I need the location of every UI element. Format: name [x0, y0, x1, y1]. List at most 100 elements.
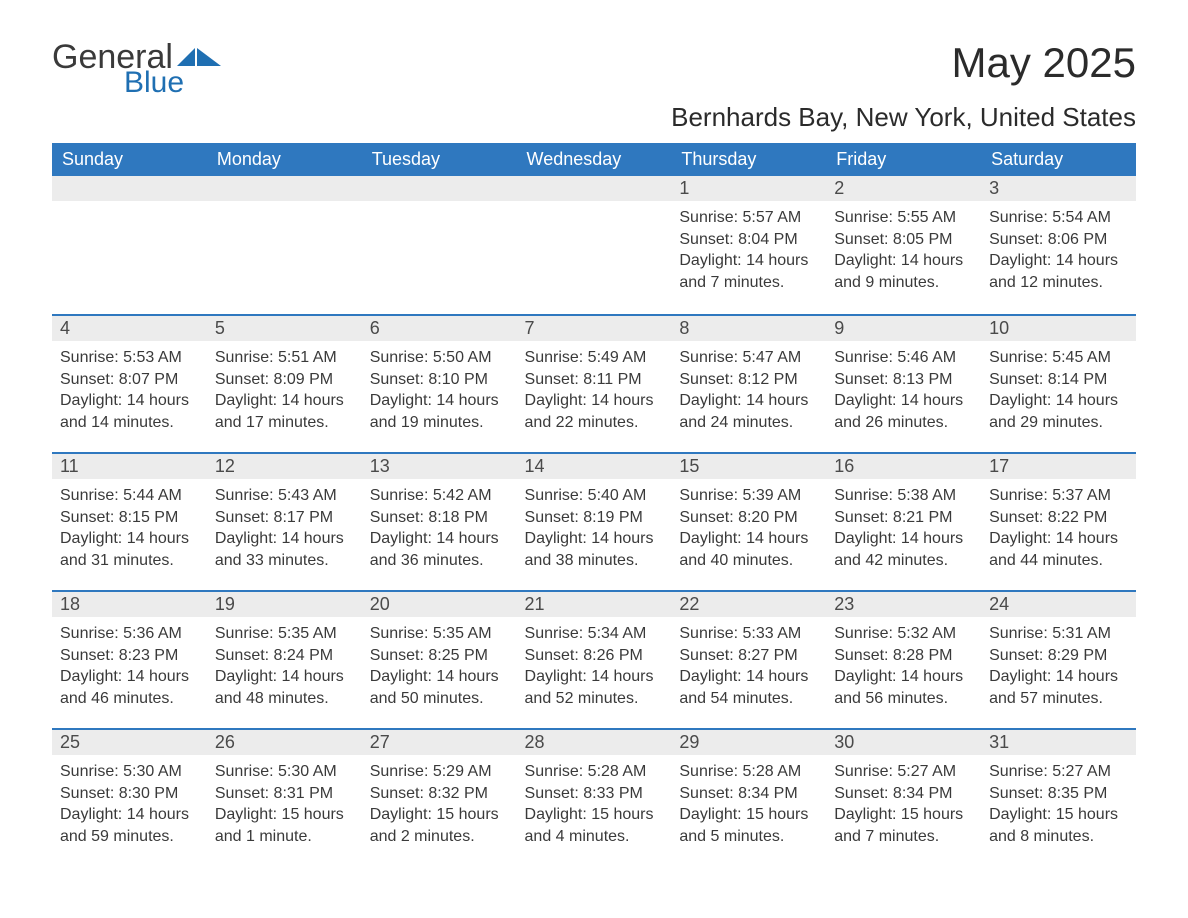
sunset: Sunset: 8:30 PM [60, 783, 199, 805]
day-number: 30 [826, 728, 981, 755]
day-details: Sunrise: 5:30 AMSunset: 8:30 PMDaylight:… [52, 755, 207, 853]
sunrise: Sunrise: 5:28 AM [525, 761, 664, 783]
calendar-day-cell: 14Sunrise: 5:40 AMSunset: 8:19 PMDayligh… [517, 452, 672, 590]
calendar-table: SundayMondayTuesdayWednesdayThursdayFrid… [52, 143, 1136, 866]
day-details: Sunrise: 5:27 AMSunset: 8:35 PMDaylight:… [981, 755, 1136, 853]
day-number: 22 [671, 590, 826, 617]
sunrise: Sunrise: 5:43 AM [215, 485, 354, 507]
sunset: Sunset: 8:11 PM [525, 369, 664, 391]
calendar-day-cell: 11 Sunrise: 5:44 AMSunset: 8:15 PMDayligh… [52, 452, 207, 590]
day-number: 20 [362, 590, 517, 617]
day-number: 10 [981, 314, 1136, 341]
calendar-day-cell [207, 176, 362, 314]
day-header: Monday [207, 143, 362, 176]
calendar-day-cell: 8Sunrise: 5:47 AMSunset: 8:12 PMDaylight… [671, 314, 826, 452]
sunset: Sunset: 8:15 PM [60, 507, 199, 529]
day-number: 28 [517, 728, 672, 755]
day-details: Sunrise: 5:38 AMSunset: 8:21 PMDaylight:… [826, 479, 981, 577]
calendar-day-cell: 22Sunrise: 5:33 AMSunset: 8:27 PMDayligh… [671, 590, 826, 728]
day-details: Sunrise: 5:31 AMSunset: 8:29 PMDaylight:… [981, 617, 1136, 715]
day-number: 4 [52, 314, 207, 341]
daylight: Daylight: 14 hours and 24 minutes. [679, 390, 818, 433]
daylight: Daylight: 14 hours and 48 minutes. [215, 666, 354, 709]
day-header: Sunday [52, 143, 207, 176]
sunset: Sunset: 8:28 PM [834, 645, 973, 667]
daylight: Daylight: 14 hours and 12 minutes. [989, 250, 1128, 293]
calendar-day-cell: 20Sunrise: 5:35 AMSunset: 8:25 PMDayligh… [362, 590, 517, 728]
day-details: Sunrise: 5:42 AMSunset: 8:18 PMDaylight:… [362, 479, 517, 577]
calendar-day-cell [52, 176, 207, 314]
daylight: Daylight: 14 hours and 57 minutes. [989, 666, 1128, 709]
sunset: Sunset: 8:26 PM [525, 645, 664, 667]
day-details: Sunrise: 5:57 AMSunset: 8:04 PMDaylight:… [671, 201, 826, 299]
sunset: Sunset: 8:31 PM [215, 783, 354, 805]
calendar-day-cell: 12Sunrise: 5:43 AMSunset: 8:17 PMDayligh… [207, 452, 362, 590]
sunset: Sunset: 8:32 PM [370, 783, 509, 805]
day-details: Sunrise: 5:34 AMSunset: 8:26 PMDaylight:… [517, 617, 672, 715]
day-details [517, 201, 672, 213]
daylight: Daylight: 14 hours and 40 minutes. [679, 528, 818, 571]
day-number: 5 [207, 314, 362, 341]
daylight: Daylight: 14 hours and 59 minutes. [60, 804, 199, 847]
sunset: Sunset: 8:06 PM [989, 229, 1128, 251]
daylight: Daylight: 14 hours and 52 minutes. [525, 666, 664, 709]
day-details: Sunrise: 5:53 AMSunset: 8:07 PMDaylight:… [52, 341, 207, 439]
daylight: Daylight: 14 hours and 19 minutes. [370, 390, 509, 433]
sunrise: Sunrise: 5:32 AM [834, 623, 973, 645]
day-number: 12 [207, 452, 362, 479]
daylight: Daylight: 14 hours and 33 minutes. [215, 528, 354, 571]
calendar-day-cell: 30Sunrise: 5:27 AMSunset: 8:34 PMDayligh… [826, 728, 981, 866]
sunset: Sunset: 8:05 PM [834, 229, 973, 251]
sunrise: Sunrise: 5:35 AM [370, 623, 509, 645]
calendar-day-cell: 4Sunrise: 5:53 AMSunset: 8:07 PMDaylight… [52, 314, 207, 452]
daylight: Daylight: 14 hours and 46 minutes. [60, 666, 199, 709]
day-number [517, 176, 672, 201]
day-number: 7 [517, 314, 672, 341]
day-number: 21 [517, 590, 672, 617]
sunset: Sunset: 8:35 PM [989, 783, 1128, 805]
day-number: 11 [52, 452, 207, 479]
sunset: Sunset: 8:14 PM [989, 369, 1128, 391]
sunrise: Sunrise: 5:55 AM [834, 207, 973, 229]
sunset: Sunset: 8:25 PM [370, 645, 509, 667]
daylight: Daylight: 14 hours and 56 minutes. [834, 666, 973, 709]
sunrise: Sunrise: 5:46 AM [834, 347, 973, 369]
daylight: Daylight: 14 hours and 38 minutes. [525, 528, 664, 571]
day-number: 15 [671, 452, 826, 479]
sunrise: Sunrise: 5:40 AM [525, 485, 664, 507]
sunrise: Sunrise: 5:44 AM [60, 485, 199, 507]
calendar-day-cell: 23 Sunrise: 5:32 AMSunset: 8:28 PMDayligh… [826, 590, 981, 728]
brand-logo: General Blue [52, 40, 221, 98]
sunrise: Sunrise: 5:50 AM [370, 347, 509, 369]
calendar-week: 4Sunrise: 5:53 AMSunset: 8:07 PMDaylight… [52, 314, 1136, 452]
day-details: Sunrise: 5:35 AMSunset: 8:24 PMDaylight:… [207, 617, 362, 715]
day-details: Sunrise: 5:30 AMSunset: 8:31 PMDaylight:… [207, 755, 362, 853]
daylight: Daylight: 15 hours and 7 minutes. [834, 804, 973, 847]
sunset: Sunset: 8:29 PM [989, 645, 1128, 667]
sunrise: Sunrise: 5:35 AM [215, 623, 354, 645]
sunrise: Sunrise: 5:37 AM [989, 485, 1128, 507]
day-details: Sunrise: 5:55 AMSunset: 8:05 PMDaylight:… [826, 201, 981, 299]
daylight: Daylight: 14 hours and 42 minutes. [834, 528, 973, 571]
daylight: Daylight: 14 hours and 31 minutes. [60, 528, 199, 571]
day-details: Sunrise: 5:45 AMSunset: 8:14 PMDaylight:… [981, 341, 1136, 439]
logo-text-blue: Blue [124, 68, 221, 98]
sunrise: Sunrise: 5:28 AM [679, 761, 818, 783]
sunset: Sunset: 8:21 PM [834, 507, 973, 529]
daylight: Daylight: 14 hours and 29 minutes. [989, 390, 1128, 433]
header: General Blue May 2025 [52, 40, 1136, 98]
day-number: 8 [671, 314, 826, 341]
sunset: Sunset: 8:20 PM [679, 507, 818, 529]
sunrise: Sunrise: 5:34 AM [525, 623, 664, 645]
sunset: Sunset: 8:12 PM [679, 369, 818, 391]
calendar-day-cell: 26Sunrise: 5:30 AMSunset: 8:31 PMDayligh… [207, 728, 362, 866]
day-number: 23 [826, 590, 981, 617]
day-details: Sunrise: 5:46 AMSunset: 8:13 PMDaylight:… [826, 341, 981, 439]
daylight: Daylight: 14 hours and 26 minutes. [834, 390, 973, 433]
calendar-day-cell: 21Sunrise: 5:34 AMSunset: 8:26 PMDayligh… [517, 590, 672, 728]
calendar-day-cell: 5Sunrise: 5:51 AMSunset: 8:09 PMDaylight… [207, 314, 362, 452]
sunset: Sunset: 8:10 PM [370, 369, 509, 391]
day-details: Sunrise: 5:28 AMSunset: 8:34 PMDaylight:… [671, 755, 826, 853]
daylight: Daylight: 15 hours and 1 minute. [215, 804, 354, 847]
sunset: Sunset: 8:18 PM [370, 507, 509, 529]
